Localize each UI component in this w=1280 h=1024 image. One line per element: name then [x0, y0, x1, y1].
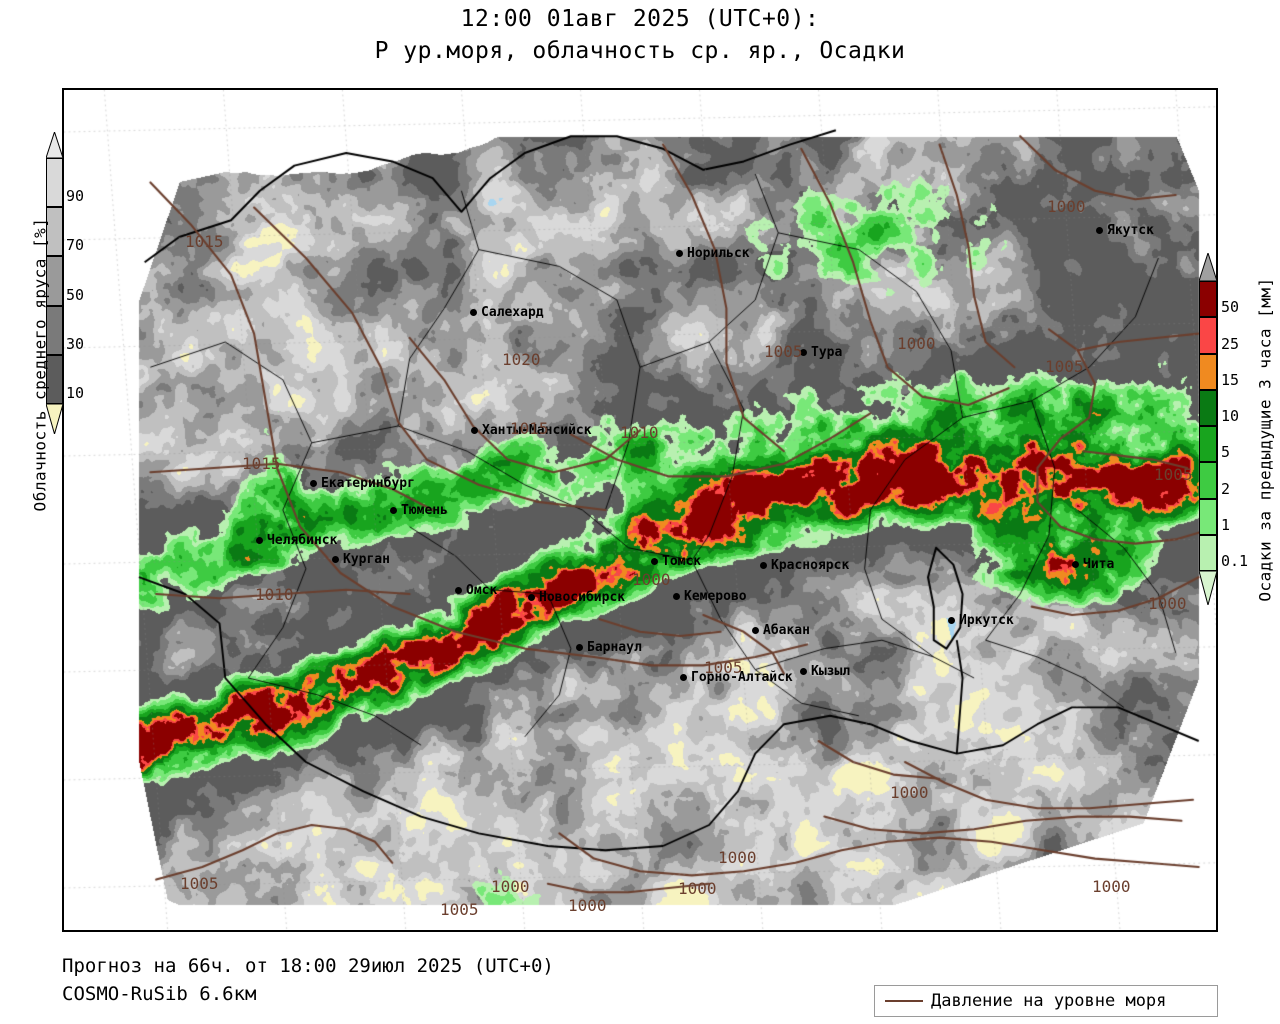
precip-band-25	[1199, 317, 1217, 354]
precip-band-0.1	[1199, 534, 1217, 571]
cloud-cover-axis-title: Облачность среднего яруса [%]	[30, 217, 50, 512]
isobar-label: 1000	[678, 879, 717, 898]
city-label: Якутск	[1096, 223, 1154, 238]
isobar-label: 1000	[632, 570, 671, 589]
weather-map[interactable]: Якутск Норильск Салехард Тура Ханты-Мансийск…	[62, 88, 1218, 932]
city-label: Челябинск	[256, 533, 337, 548]
isobar-label: 1010	[620, 423, 659, 442]
city-label: Ханты-Мансийск	[471, 423, 592, 438]
cloud-tick-50: 50	[66, 285, 85, 304]
precip-band-1	[1199, 498, 1217, 535]
isobar-label: 1000	[890, 783, 929, 802]
isobar-label: 1010	[255, 585, 294, 604]
city-label: Кызыл	[800, 664, 850, 679]
cloud-tick-70: 70	[66, 236, 85, 255]
city-label: Салехард	[470, 305, 544, 320]
isobar-label: 1000	[718, 848, 757, 867]
city-label: Томск	[651, 554, 701, 569]
isobar-label: 1000	[1047, 197, 1086, 216]
cloud-band-10	[46, 354, 63, 404]
pressure-line-swatch	[885, 1000, 923, 1002]
precip-tick-25: 25	[1221, 334, 1240, 353]
cloud-tick-10: 10	[66, 384, 85, 402]
isobar-label: 1000	[1148, 594, 1187, 613]
city-label: Курган	[332, 552, 390, 567]
precipitation-axis-title: Осадки за предыдущие 3 часа [мм]	[1255, 277, 1275, 602]
isobar-label: 1015	[242, 454, 281, 473]
precip-tick-2: 2	[1221, 479, 1231, 498]
city-label: Тюмень	[390, 503, 448, 518]
city-label: Норильск	[676, 246, 750, 261]
title-line-1: 12:00 01авг 2025 (UTC+0):	[460, 6, 820, 32]
precip-tick-5: 5	[1221, 443, 1231, 462]
chart-title: 12:00 01авг 2025 (UTC+0): P ур.моря, обл…	[0, 6, 1280, 64]
isobar-label: 1015	[185, 232, 224, 251]
pressure-legend: Давление на уровне моря	[874, 985, 1218, 1017]
city-label: Иркутск	[948, 613, 1014, 628]
cloud-band-50	[46, 256, 63, 306]
cloud-cover-colorbar	[45, 130, 64, 436]
city-label: Кемерово	[673, 589, 747, 604]
cloud-cover-tick-labels: 90 70 50 30 10	[64, 158, 104, 408]
forecast-footer: Прогноз на 66ч. от 18:00 29июл 2025 (UTC…	[62, 952, 554, 1008]
precip-tick-1: 1	[1221, 515, 1231, 534]
isobar-label: 1000	[1092, 877, 1131, 896]
isobar-label: 1020	[502, 350, 541, 369]
isobar-label: 1005	[1045, 357, 1084, 376]
forecast-info-line: Прогноз на 66ч. от 18:00 29июл 2025 (UTC…	[62, 955, 554, 977]
city-label: Абакан	[752, 623, 810, 638]
precip-tick-10: 10	[1221, 407, 1240, 425]
precip-band-2	[1199, 462, 1217, 499]
cloud-band-30	[46, 305, 63, 355]
precip-band-10	[1199, 389, 1217, 426]
city-label: Красноярск	[760, 558, 849, 573]
isobar-label: 1005	[1154, 465, 1193, 484]
cloud-band-70	[46, 207, 63, 257]
precipitation-tick-labels: 50 25 15 10 5 2 1 0.1	[1219, 276, 1265, 576]
precip-tick-15: 15	[1221, 370, 1240, 389]
isobar-label: 1005	[704, 658, 743, 677]
title-line-2: P ур.моря, облачность ср. яр., Осадки	[374, 38, 906, 64]
city-label: Чита	[1072, 557, 1114, 572]
precip-tick-0.1: 0.1	[1221, 552, 1249, 570]
precip-band-50	[1199, 281, 1217, 318]
precip-under-arrow	[1198, 570, 1218, 607]
cloud-band-90	[46, 158, 63, 208]
city-label: Тура	[800, 345, 842, 360]
isobar-label: 1000	[568, 896, 607, 915]
city-label: Омск	[455, 583, 497, 598]
map-raster	[64, 90, 1216, 930]
isobar-label: 1015	[510, 419, 549, 438]
city-label: Новосибирск	[528, 590, 625, 605]
model-name-line: COSMO-RuSib 6.6км	[62, 983, 257, 1005]
precip-band-5	[1199, 426, 1217, 463]
city-label: Горно-Алтайск	[680, 670, 793, 685]
city-label: Екатеринбург	[310, 476, 415, 491]
city-label: Барнаул	[576, 640, 642, 655]
isobar-label: 1000	[491, 877, 530, 896]
isobar-label: 1005	[440, 900, 479, 919]
cloud-tick-30: 30	[66, 334, 85, 353]
precip-tick-50: 50	[1221, 298, 1240, 317]
pressure-legend-label: Давление на уровне моря	[931, 991, 1167, 1011]
isobar-label: 1000	[897, 334, 936, 353]
precip-band-15	[1199, 353, 1217, 390]
precip-over-arrow	[1198, 251, 1218, 282]
isobar-label: 1005	[764, 342, 803, 361]
cloud-under-arrow	[45, 403, 64, 436]
cloud-tick-90: 90	[66, 187, 85, 206]
isobar-label: 1005	[180, 874, 219, 893]
precipitation-colorbar	[1198, 251, 1218, 607]
